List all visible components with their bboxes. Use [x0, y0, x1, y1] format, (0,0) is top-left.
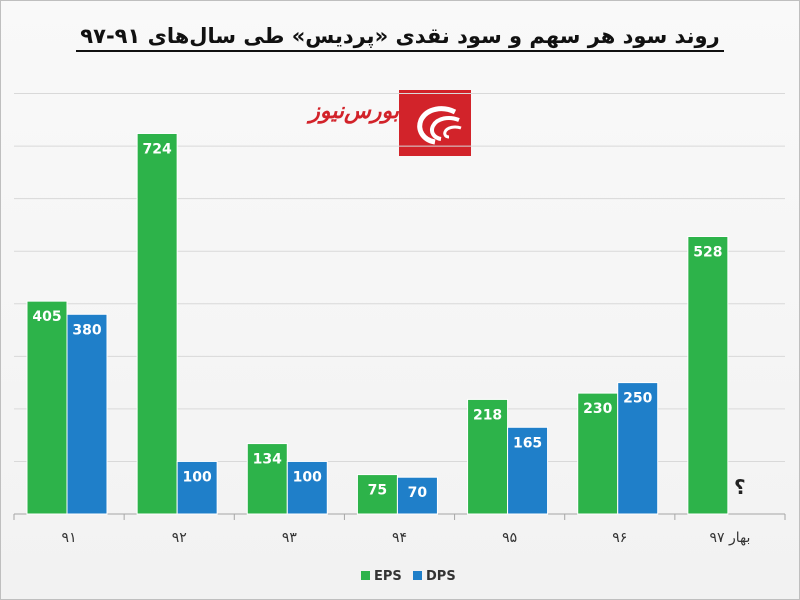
bar-eps	[687, 235, 729, 515]
data-label: 134	[253, 452, 282, 468]
logo-arcs-icon	[417, 106, 462, 145]
bar-eps	[467, 398, 509, 515]
missing-value-label: ؟	[734, 475, 746, 499]
bar-dps	[286, 460, 328, 515]
bar-eps	[26, 300, 68, 515]
data-label: 405	[32, 309, 61, 325]
x-tick-label: ۹۲	[172, 530, 187, 546]
data-label: 528	[693, 244, 722, 260]
gridlines	[14, 93, 785, 515]
x-tick-label: ۹۶	[612, 530, 627, 546]
bar-eps	[136, 132, 178, 515]
bar-eps	[356, 474, 398, 515]
chart-title-text: روند سود هر سهم و سود نقدی «پردیس» طی سا…	[76, 24, 724, 52]
chart-title: روند سود هر سهم و سود نقدی «پردیس» طی سا…	[0, 24, 800, 52]
x-tick-label: بهار ۹۷	[709, 530, 750, 546]
legend-label-dps: DPS	[426, 569, 456, 584]
legend-swatch-dps	[413, 571, 422, 580]
bar-dps	[176, 460, 218, 515]
data-labels: 405 724 134 75 218 230 528 380 100 100 70 165 250 ؟	[32, 141, 745, 501]
x-tick-label: ۹۴	[392, 530, 407, 546]
data-label: 75	[368, 483, 387, 499]
data-label: 70	[408, 485, 428, 501]
legend-label-eps: EPS	[374, 569, 402, 584]
bar-eps	[246, 443, 288, 515]
data-label: 165	[513, 435, 542, 451]
x-tick-label: ۹۵	[502, 530, 517, 546]
data-label: 250	[623, 391, 652, 407]
bar-dps	[66, 313, 108, 515]
logo-text: بورس‌نیوز	[309, 98, 399, 124]
x-tick-label: ۹۳	[282, 530, 298, 546]
data-label: 380	[72, 322, 101, 338]
bar-dps	[507, 426, 549, 515]
data-label: 230	[583, 401, 612, 417]
boursenews-logo: بورس‌نیوز	[309, 90, 471, 156]
bar-dps	[617, 382, 659, 515]
data-label: 100	[293, 469, 322, 485]
data-label: 100	[183, 469, 212, 485]
data-label: 724	[143, 141, 172, 157]
logo-mark	[399, 90, 471, 156]
data-label: 218	[473, 407, 502, 423]
bars	[26, 132, 729, 515]
legend: EPS DPS	[361, 569, 456, 584]
x-tick-label: ۹۱	[62, 530, 77, 546]
legend-swatch-eps	[361, 571, 370, 580]
x-axis: ۹۱ ۹۲ ۹۳ ۹۴ ۹۵ ۹۶ بهار ۹۷	[13, 514, 786, 546]
bar-eps	[577, 392, 619, 515]
bar-dps	[396, 476, 438, 515]
